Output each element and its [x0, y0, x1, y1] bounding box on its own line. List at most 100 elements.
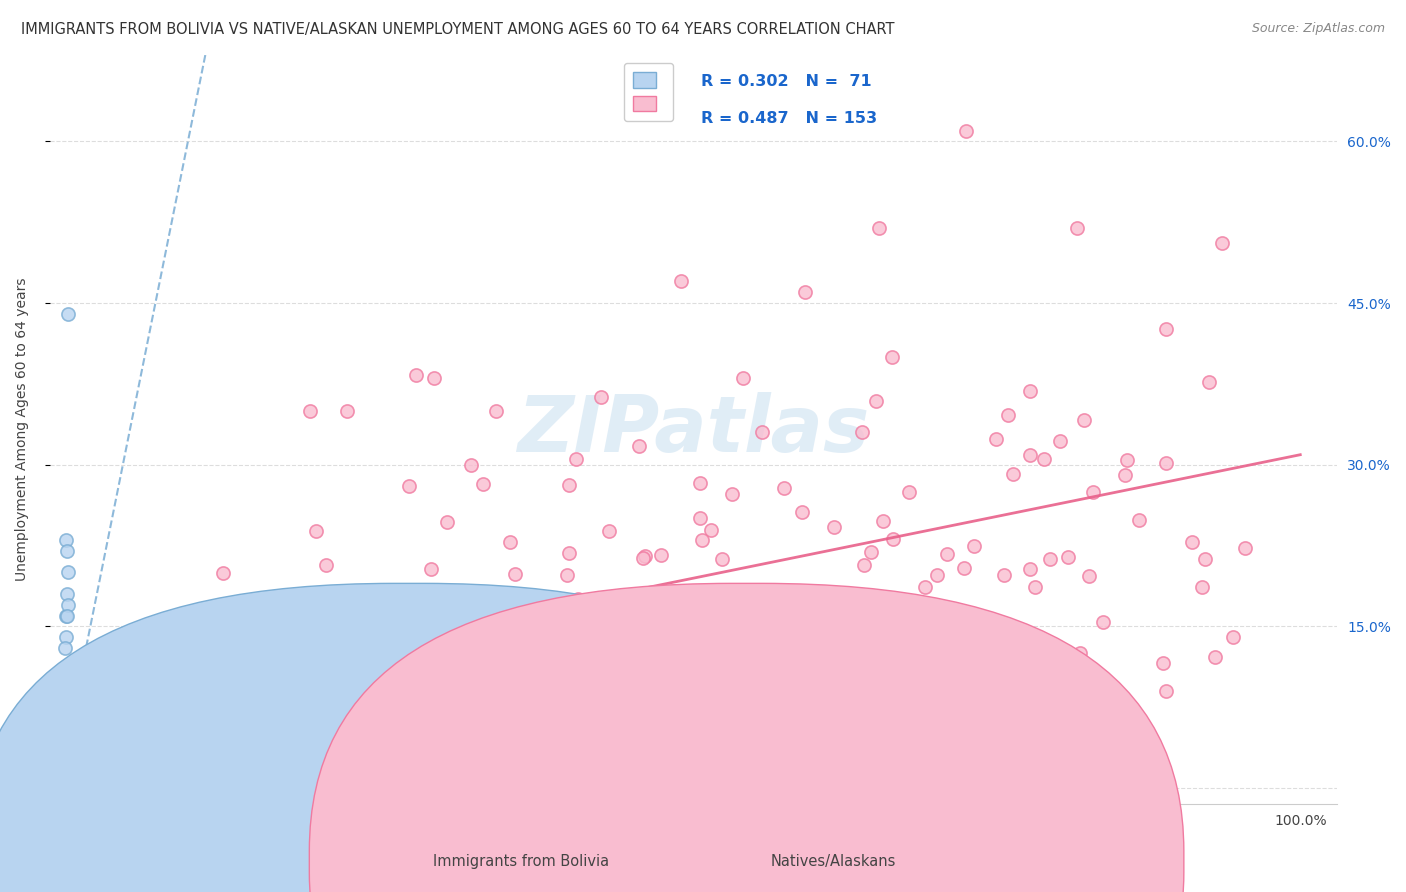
Point: [55, 780, 77, 795]
Point: [897, 484, 920, 499]
Point: [963, 539, 986, 553]
Point: [335, 780, 357, 795]
Point: [52, 739, 75, 753]
Point: [436, 516, 458, 530]
Point: [1156, 322, 1178, 336]
Point: [567, 591, 589, 606]
Point: [914, 580, 936, 594]
Point: [51, 770, 73, 784]
Point: [59, 762, 82, 776]
Point: [55, 748, 77, 763]
Point: [55, 776, 77, 790]
Point: [1191, 580, 1213, 594]
Point: [616, 605, 638, 619]
Point: [58, 780, 80, 795]
Point: [603, 712, 626, 726]
Point: [1038, 551, 1060, 566]
Point: [790, 505, 813, 519]
Point: [141, 716, 163, 731]
Point: [484, 404, 506, 418]
Point: [56, 780, 79, 795]
Point: [1066, 220, 1088, 235]
Point: [65, 780, 87, 795]
Point: [121, 650, 143, 665]
Point: [56, 771, 79, 785]
Point: [823, 520, 845, 534]
Point: [52, 780, 75, 795]
Point: [852, 558, 875, 572]
Point: [853, 617, 876, 632]
Point: [56, 544, 79, 558]
Point: [558, 478, 581, 492]
Point: [335, 780, 357, 795]
Point: [53, 762, 76, 776]
Point: [955, 123, 977, 137]
Point: [212, 566, 235, 581]
Point: [276, 780, 298, 795]
Point: [499, 535, 522, 549]
Point: [564, 452, 586, 467]
Point: [262, 780, 284, 795]
Point: [124, 713, 146, 727]
Point: [111, 634, 134, 648]
Point: [391, 604, 413, 618]
Point: [218, 742, 240, 756]
Point: [59, 780, 82, 795]
Point: [51, 780, 73, 795]
Point: [51, 780, 73, 795]
Point: [993, 568, 1015, 582]
Point: [55, 759, 77, 773]
Point: [52, 780, 75, 795]
Point: [574, 662, 596, 676]
Point: [396, 714, 419, 729]
Point: [1069, 647, 1091, 661]
Text: IMMIGRANTS FROM BOLIVIA VS NATIVE/ALASKAN UNEMPLOYMENT AMONG AGES 60 TO 64 YEARS: IMMIGRANTS FROM BOLIVIA VS NATIVE/ALASKA…: [21, 22, 894, 37]
Point: [689, 510, 711, 524]
Point: [986, 432, 1008, 446]
Point: [1198, 376, 1220, 390]
Point: [136, 754, 159, 768]
Point: [420, 562, 443, 576]
Point: [422, 371, 444, 385]
Point: [472, 477, 495, 491]
Point: [1115, 453, 1137, 467]
Point: [53, 768, 76, 782]
Point: [555, 568, 578, 582]
Y-axis label: Unemployment Among Ages 60 to 64 years: Unemployment Among Ages 60 to 64 years: [15, 278, 30, 582]
Point: [52, 780, 75, 795]
Point: [430, 706, 453, 720]
Point: [53, 780, 76, 795]
Point: [613, 764, 636, 778]
Point: [53, 780, 76, 795]
Point: [1194, 552, 1216, 566]
Point: [851, 425, 873, 439]
Point: [634, 549, 657, 563]
Legend: , : ,: [624, 62, 673, 120]
Point: [56, 608, 79, 623]
Point: [1057, 550, 1080, 565]
Point: [690, 533, 713, 547]
Point: [772, 481, 794, 495]
Point: [53, 757, 76, 772]
Point: [52, 780, 75, 795]
Point: [405, 368, 427, 383]
Point: [865, 394, 887, 409]
Point: [1152, 656, 1174, 670]
Point: [720, 660, 742, 674]
Point: [880, 350, 903, 364]
Point: [922, 636, 945, 650]
Point: [298, 404, 321, 418]
Point: [256, 780, 278, 795]
Point: [1128, 512, 1150, 526]
Point: [1154, 683, 1177, 698]
Point: [53, 780, 76, 795]
Text: R = 0.487   N = 153: R = 0.487 N = 153: [702, 112, 877, 127]
Point: [59, 780, 82, 795]
Point: [67, 658, 90, 673]
Point: [55, 533, 77, 548]
Point: [733, 371, 755, 385]
Point: [52, 780, 75, 795]
Point: [305, 524, 328, 539]
Point: [53, 780, 76, 795]
Point: [1073, 413, 1095, 427]
